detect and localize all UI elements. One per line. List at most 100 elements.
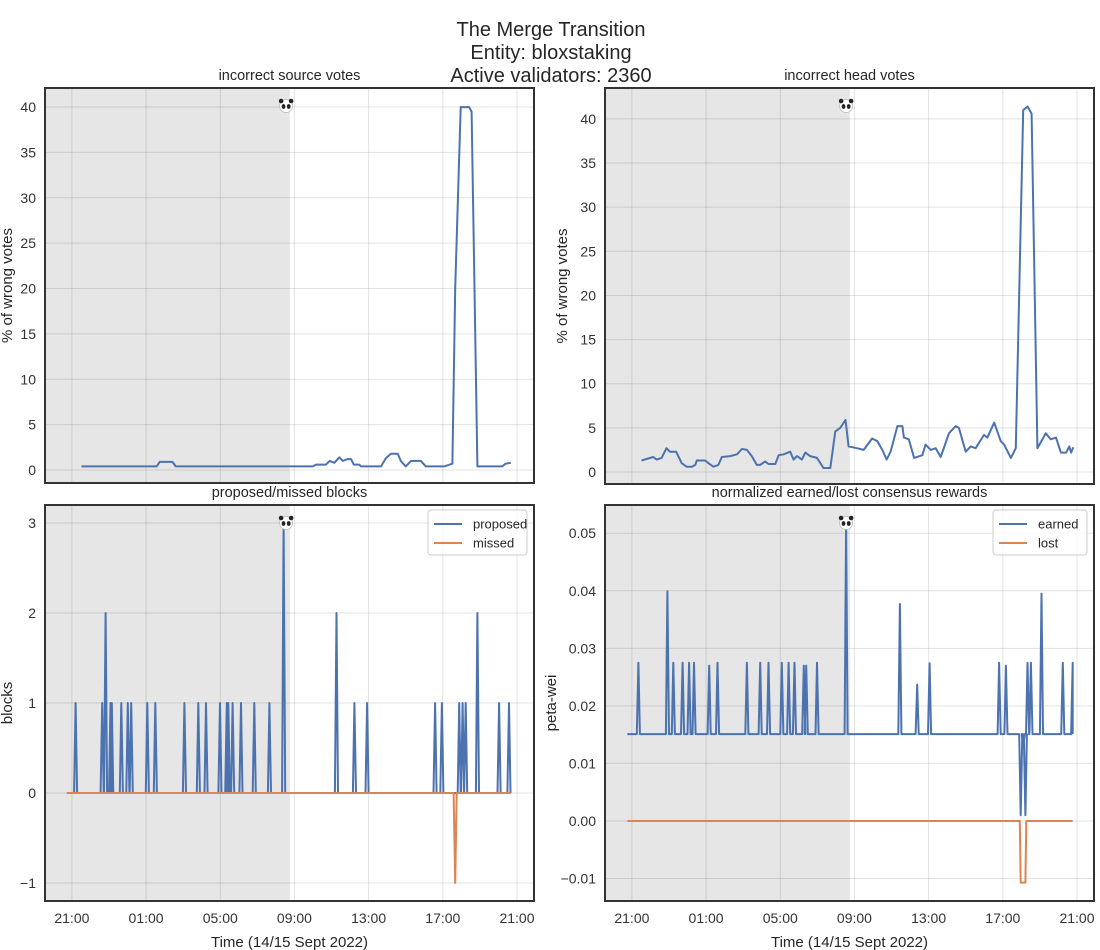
- y-tick-label: 0: [28, 462, 36, 478]
- x-tick-label: 13:00: [351, 910, 386, 926]
- panda-icon: [838, 98, 854, 113]
- panda-ear: [288, 98, 294, 104]
- y-tick-label: 0: [28, 785, 36, 801]
- panda-eye: [841, 104, 846, 109]
- panda-ear: [278, 98, 284, 104]
- y-tick-label: 40: [20, 99, 36, 115]
- y-tick-label: 40: [580, 111, 596, 127]
- y-tick-label: 0.01: [569, 755, 596, 771]
- y-tick-label: −0.01: [561, 871, 597, 887]
- x-tick-label: 21:00: [54, 910, 89, 926]
- panda-face: [839, 99, 853, 113]
- y-tick-label: 0.05: [569, 525, 596, 541]
- y-axis-label: % of wrong votes: [0, 228, 16, 343]
- axes-frame: [604, 87, 1095, 485]
- series-line-value: [641, 105, 1075, 469]
- y-axis-label: % of wrong votes: [554, 228, 571, 343]
- legend-label-earned: earned: [1038, 517, 1078, 532]
- x-tick-label: 13:00: [911, 910, 946, 926]
- series-line-earned: [627, 523, 1074, 817]
- y-tick-label: 0: [588, 464, 596, 480]
- y-axis-label: blocks: [0, 682, 16, 725]
- x-axis-label: Time (14/15 Sept 2022): [211, 934, 368, 950]
- y-tick-label: 5: [588, 420, 596, 436]
- y-tick-label: 5: [28, 417, 36, 433]
- y-tick-label: 10: [20, 371, 36, 387]
- subplot-2: 0 5 10 15 20 25 30 35 40 incorrect head votes % of…: [554, 68, 1095, 485]
- x-tick-label: 17:00: [985, 910, 1020, 926]
- panda-eye: [281, 104, 286, 109]
- axes-frame: [44, 87, 535, 484]
- panda-eye: [841, 521, 846, 526]
- panda-icon: [278, 98, 294, 113]
- panda-eye: [846, 521, 851, 526]
- y-tick-label: 0.02: [569, 698, 596, 714]
- figure-title-line-2: Entity: bloxstaking: [470, 42, 631, 64]
- x-tick-label: 09:00: [277, 910, 312, 926]
- x-tick-label: 05:00: [203, 910, 238, 926]
- panda-face: [279, 516, 293, 530]
- y-tick-label: 1: [28, 695, 36, 711]
- x-axis-label: Time (14/15 Sept 2022): [771, 934, 928, 950]
- panda-icon: [838, 515, 854, 530]
- y-tick-label: 20: [20, 281, 36, 297]
- panda-eye: [846, 104, 851, 109]
- x-tick-label: 21:00: [614, 910, 649, 926]
- y-tick-label: 25: [20, 235, 36, 251]
- panda-ear: [288, 515, 294, 521]
- legend-label-lost: lost: [1038, 536, 1059, 551]
- x-tick-label: 21:00: [499, 910, 534, 926]
- y-tick-label: 30: [580, 199, 596, 215]
- subplot-title: incorrect head votes: [784, 68, 915, 84]
- legend-label-missed: missed: [473, 536, 514, 551]
- subplot-title: proposed/missed blocks: [212, 485, 368, 501]
- x-tick-label: 01:00: [689, 910, 724, 926]
- y-tick-label: 3: [28, 515, 36, 531]
- y-tick-label: 2: [28, 605, 36, 621]
- pre-merge-shaded-region: [605, 505, 850, 901]
- panda-ear: [278, 515, 284, 521]
- panda-ear: [848, 98, 854, 104]
- x-tick-label: 05:00: [763, 910, 798, 926]
- y-tick-label: 20: [580, 287, 596, 303]
- y-tick-label: 25: [580, 243, 596, 259]
- panda-face: [839, 516, 853, 530]
- subplot-title: normalized earned/lost consensus rewards: [712, 485, 988, 501]
- pre-merge-shaded-region: [605, 88, 850, 484]
- panda-face: [279, 99, 293, 113]
- y-tick-label: 0.00: [569, 813, 596, 829]
- figure-title-line-3: Active validators: 2360: [450, 65, 651, 87]
- panda-ear: [838, 98, 844, 104]
- panda-icon: [278, 515, 294, 530]
- y-tick-label: 15: [580, 332, 596, 348]
- x-tick-label: 21:00: [1059, 910, 1094, 926]
- series-line-missed: [66, 792, 511, 884]
- x-tick-label: 09:00: [837, 910, 872, 926]
- series-line-lost: [627, 820, 1073, 884]
- subplot-title: incorrect source votes: [219, 68, 361, 84]
- legend: proposed missed: [427, 509, 528, 556]
- axes-frame: [604, 504, 1095, 902]
- y-tick-label: −1: [20, 875, 36, 891]
- axes-frame: [44, 504, 535, 902]
- y-tick-label: 15: [20, 326, 36, 342]
- subplot-4: 21:00 01:00 05:00 09:00 13:00 17:00 21:00 −0.01…: [543, 485, 1095, 950]
- panda-ear: [848, 515, 854, 521]
- pre-merge-shaded-region: [45, 88, 290, 483]
- x-tick-label: 17:00: [425, 910, 460, 926]
- panda-eye: [286, 104, 291, 109]
- y-tick-label: 35: [580, 155, 596, 171]
- subplot-3: 21:00 01:00 05:00 09:00 13:00 17:00 21:00 −1 0 1 2…: [0, 485, 535, 950]
- panda-eye: [286, 521, 291, 526]
- y-axis-label: peta-wei: [543, 675, 560, 732]
- x-tick-label: 01:00: [129, 910, 164, 926]
- y-tick-label: 10: [580, 376, 596, 392]
- y-tick-label: 0.03: [569, 640, 596, 656]
- y-tick-label: 30: [20, 190, 36, 206]
- figure-title-line-1: The Merge Transition: [457, 19, 646, 41]
- subplot-1: 0 5 10 15 20 25 30 35 40 incorrect source votes % …: [0, 68, 535, 484]
- legend: earned lost: [992, 509, 1088, 556]
- panda-ear: [838, 515, 844, 521]
- legend-label-proposed: proposed: [473, 517, 527, 532]
